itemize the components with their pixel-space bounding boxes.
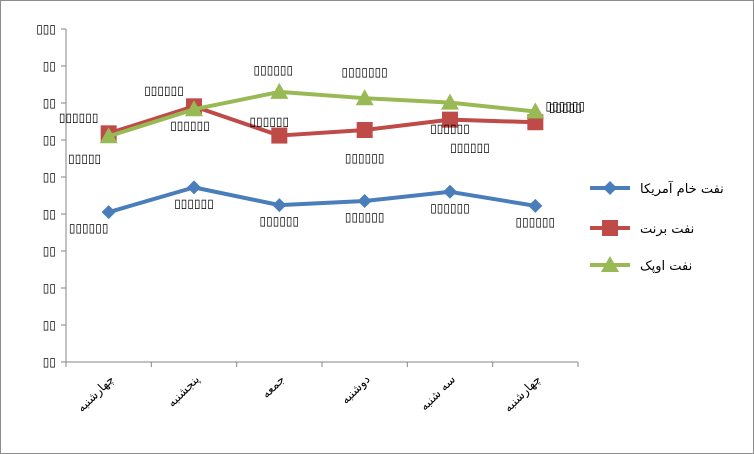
data-point: [442, 111, 458, 128]
series-line: [108, 89, 536, 139]
x-category-label: چهارشنبه: [74, 372, 117, 415]
y-tick-label: ▯▯: [43, 133, 56, 147]
data-point: [441, 93, 459, 110]
data-point: [272, 198, 287, 213]
data-point: [601, 256, 619, 272]
data-label: ▯▯▯▯▯▯: [516, 215, 556, 229]
y-tick-label: ▯▯: [43, 207, 56, 221]
x-category-label: پنجشنبه: [165, 372, 203, 410]
data-point: [355, 89, 374, 106]
data-point: [271, 127, 288, 144]
x-category-label: چهارشنبه: [501, 372, 544, 415]
x-category-label: جمعه: [259, 372, 288, 401]
data-point: [99, 127, 118, 144]
data-point: [603, 181, 617, 195]
data-label: ▯▯▯▯▯▯: [254, 63, 294, 77]
data-label: ▯▯▯▯▯▯: [430, 201, 470, 215]
data-point: [187, 180, 201, 195]
data-point: [602, 220, 618, 236]
y-tick-label: ▯▯: [43, 355, 56, 369]
data-point: [357, 194, 372, 209]
y-tick-label: ▯▯: [43, 244, 56, 258]
legend-label: نفت خام آمریکا: [640, 180, 724, 197]
data-label: ▯▯▯▯▯▯: [345, 210, 385, 224]
x-category-label: سه شنبه: [417, 372, 458, 413]
legend-label: نفت برنت: [640, 222, 694, 237]
series-line: [108, 185, 536, 215]
data-label: ▯▯▯▯▯▯: [170, 118, 210, 132]
data-label: ▯▯▯▯▯▯: [260, 214, 300, 228]
data-label: ▯▯▯▯▯▯: [59, 110, 99, 124]
data-point: [185, 100, 203, 117]
data-label: ▯▯▯▯▯: [68, 151, 101, 165]
legend-label: نفت اوپک: [640, 259, 692, 274]
data-label: ▯▯▯▯▯▯: [250, 115, 290, 129]
data-point: [101, 205, 116, 220]
y-tick-label: ▯▯: [43, 170, 56, 184]
data-label: ▯▯▯▯▯▯: [345, 151, 385, 165]
data-label: ▯▯▯▯▯: [549, 101, 582, 115]
data-label: ▯▯▯▯▯▯: [69, 221, 109, 235]
data-label: ▯▯▯▯▯▯: [174, 196, 214, 210]
y-tick-label: ▯▯: [43, 96, 56, 110]
data-point: [528, 198, 543, 213]
data-point: [356, 122, 373, 139]
y-tick-label: ▯▯▯: [36, 22, 56, 36]
data-point: [443, 184, 457, 199]
y-tick-label: ▯▯: [43, 318, 56, 332]
data-point: [270, 82, 289, 99]
y-tick-label: ▯▯: [43, 59, 56, 73]
data-label: ▯▯▯▯▯▯: [144, 83, 184, 97]
data-label: ▯▯▯▯▯▯: [430, 122, 470, 136]
data-label: ▯▯▯▯▯▯: [546, 99, 586, 113]
data-label: ▯▯▯▯▯▯: [450, 141, 490, 155]
x-category-label: دوشنبه: [338, 372, 373, 407]
y-tick-label: ▯▯: [43, 281, 56, 295]
data-label: ▯▯▯▯▯▯▯: [342, 65, 388, 79]
series-line: [108, 104, 536, 138]
data-point: [526, 102, 545, 119]
